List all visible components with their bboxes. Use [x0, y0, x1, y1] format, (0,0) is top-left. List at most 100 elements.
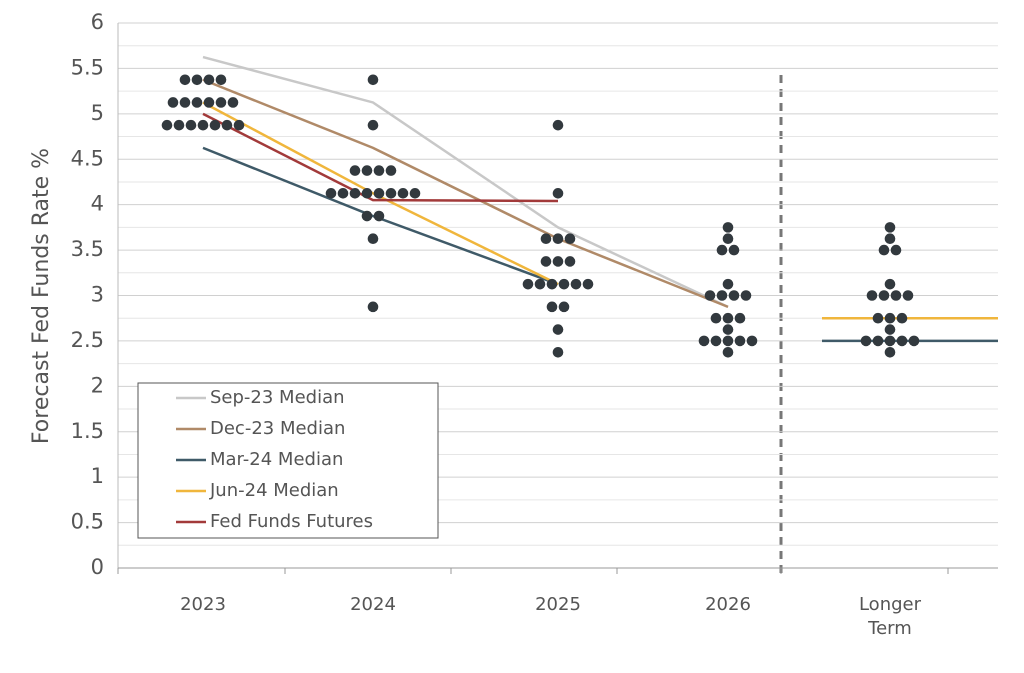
x-tick-label: Longer Term	[859, 594, 922, 639]
dot	[385, 165, 397, 176]
median-line	[202, 112, 559, 203]
dot	[203, 74, 215, 86]
dot	[722, 222, 734, 233]
dot	[734, 312, 746, 324]
dot	[728, 244, 740, 256]
legend-label: Jun-24 Median	[209, 480, 339, 501]
x-tick-label: 2026	[705, 594, 751, 615]
dot	[191, 97, 203, 108]
dot	[522, 278, 534, 290]
dot	[872, 312, 884, 324]
dot	[191, 74, 203, 86]
dot	[902, 290, 914, 301]
dot	[233, 119, 245, 131]
legend-label: Mar-24 Median	[210, 449, 343, 470]
dot	[397, 188, 409, 199]
dot	[373, 165, 385, 176]
dot	[367, 301, 379, 313]
dot	[349, 165, 361, 176]
dot	[710, 312, 722, 324]
dot	[698, 335, 710, 347]
dot	[872, 335, 884, 347]
dot	[890, 244, 902, 256]
dot	[558, 278, 570, 290]
legend-label: Dec-23 Median	[210, 418, 345, 439]
y-tick-label: 3.5	[71, 237, 104, 261]
dot	[367, 119, 379, 131]
dot	[179, 74, 191, 86]
dot	[710, 335, 722, 347]
dot	[704, 290, 716, 301]
dot	[546, 301, 558, 313]
dot	[179, 97, 191, 108]
dot	[878, 244, 890, 256]
dot	[361, 165, 373, 176]
grid	[118, 22, 998, 546]
dot	[552, 119, 564, 131]
dot	[896, 312, 908, 324]
dot	[161, 119, 173, 131]
dot	[552, 233, 564, 245]
dot	[197, 119, 209, 131]
dot	[540, 233, 552, 245]
y-tick-label: 3	[91, 283, 104, 307]
y-tick-label: 4	[91, 192, 104, 216]
legend-label: Sep-23 Median	[210, 387, 345, 408]
dot	[716, 290, 728, 301]
y-tick-label: 0	[91, 555, 104, 579]
median-line	[202, 146, 559, 286]
dot	[221, 119, 233, 131]
dot	[373, 188, 385, 199]
legend-label: Fed Funds Futures	[210, 511, 373, 532]
dot	[884, 324, 896, 335]
median-line	[202, 78, 729, 309]
dot	[185, 119, 197, 131]
dot	[552, 188, 564, 199]
dot	[337, 188, 349, 199]
dot	[227, 97, 239, 108]
dot	[722, 233, 734, 245]
x-tick-label: 2024	[350, 594, 396, 615]
dot	[167, 97, 179, 108]
dot	[722, 324, 734, 335]
dot	[564, 233, 576, 245]
dot	[209, 119, 221, 131]
dot	[884, 233, 896, 245]
dot	[546, 278, 558, 290]
dot	[552, 256, 564, 267]
dot	[540, 256, 552, 267]
dot	[361, 210, 373, 222]
dot	[884, 346, 896, 358]
dot	[582, 278, 594, 290]
dot	[722, 312, 734, 324]
dot	[349, 188, 361, 199]
dot	[367, 74, 379, 86]
y-tick-label: 1.5	[71, 419, 104, 443]
dot	[878, 290, 890, 301]
dot	[740, 290, 752, 301]
dot	[361, 188, 373, 199]
dot	[564, 256, 576, 267]
dot	[570, 278, 582, 290]
y-tick-label: 0.5	[71, 510, 104, 534]
y-tick-label: 1	[91, 464, 104, 488]
dot	[746, 335, 758, 347]
y-tick-label: 6	[91, 10, 104, 34]
dot	[716, 244, 728, 256]
dot	[908, 335, 920, 347]
dot	[896, 335, 908, 347]
dot	[866, 290, 878, 301]
dot	[173, 119, 185, 131]
median-line	[202, 55, 729, 308]
y-tick-label: 4.5	[71, 146, 104, 170]
dot	[215, 74, 227, 86]
y-tick-label: 5.5	[71, 55, 104, 79]
dot	[890, 290, 902, 301]
dot	[734, 335, 746, 347]
dot	[884, 278, 896, 290]
dot	[558, 301, 570, 313]
dot	[728, 290, 740, 301]
dot	[552, 324, 564, 335]
y-tick-label: 2	[91, 373, 104, 397]
